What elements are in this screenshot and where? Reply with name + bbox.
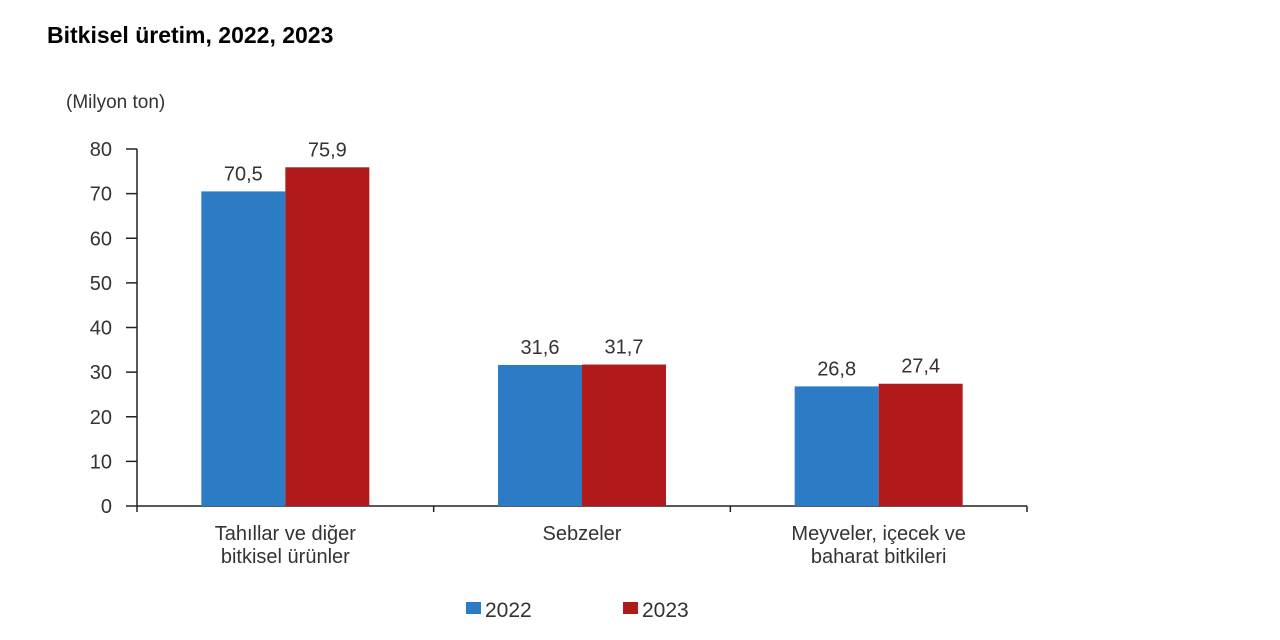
data-label: 31,7 <box>605 337 644 359</box>
y-tick-label: 50 <box>90 273 112 295</box>
y-tick-label: 70 <box>90 184 112 206</box>
legend-label: 2023 <box>642 599 689 622</box>
data-label: 27,4 <box>901 356 940 378</box>
legend-swatch-2023 <box>623 602 638 614</box>
legend-label: 2022 <box>485 599 532 622</box>
y-tick-label: 20 <box>90 407 112 429</box>
bar-2023 <box>878 383 963 506</box>
y-tick-label: 60 <box>90 228 112 250</box>
category-label: Sebzeler <box>543 523 622 545</box>
chart-title: Bitkisel üretim, 2022, 2023 <box>47 22 334 48</box>
bar-2022 <box>794 386 879 506</box>
y-tick-label: 0 <box>101 496 112 518</box>
category-label: Meyveler, içecek ve <box>791 523 966 545</box>
legend-swatch-2022 <box>466 602 481 614</box>
bar-2023 <box>582 364 666 506</box>
y-tick-label: 30 <box>90 362 112 384</box>
bar-2022 <box>498 364 582 506</box>
bar-2023 <box>285 167 370 506</box>
y-tick-label: 80 <box>90 139 112 161</box>
y-tick-label: 10 <box>90 451 112 473</box>
category-label: Tahıllar ve diğer <box>215 523 357 545</box>
category-label: bitkisel ürünler <box>221 546 350 568</box>
data-label: 31,6 <box>521 337 560 359</box>
bar-2022 <box>201 191 286 507</box>
category-label: baharat bitkileri <box>811 546 947 568</box>
data-label: 26,8 <box>817 358 856 380</box>
data-label: 70,5 <box>224 163 263 185</box>
y-tick-label: 40 <box>90 318 112 340</box>
y-axis-label: (Milyon ton) <box>66 92 165 113</box>
data-label: 75,9 <box>308 139 347 161</box>
